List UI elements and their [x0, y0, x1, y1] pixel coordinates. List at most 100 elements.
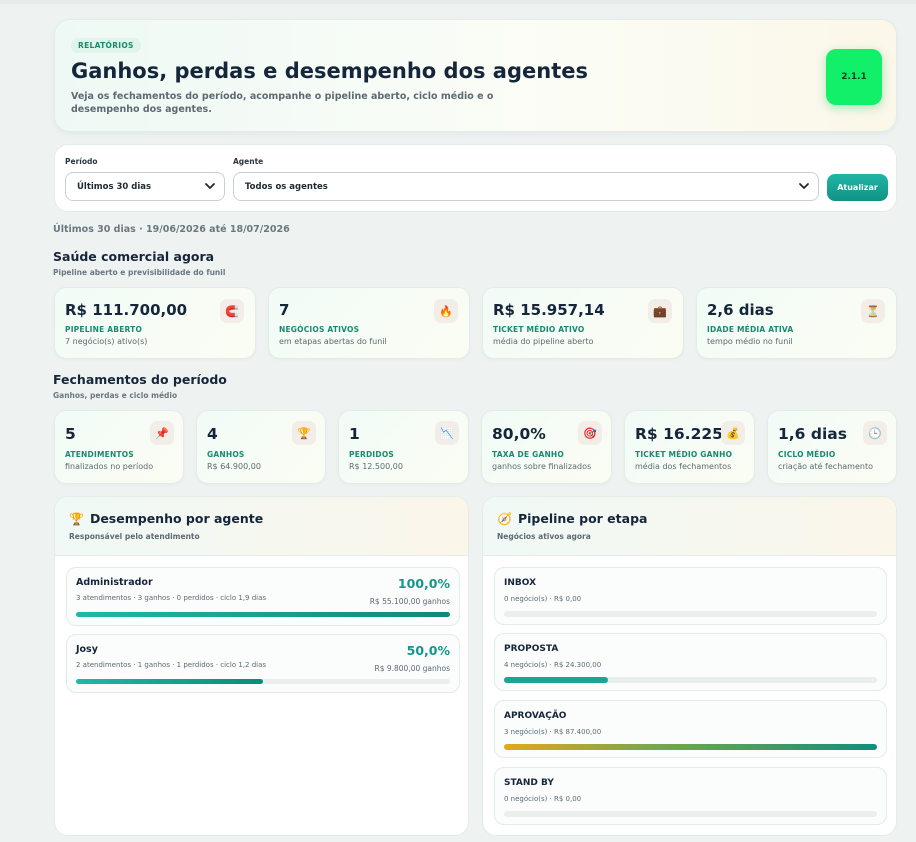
trophy-icon: 🏆: [292, 421, 316, 445]
clock-icon: 🕒: [863, 421, 887, 445]
target-icon: 🎯: [578, 421, 602, 445]
stage-name: INBOX: [504, 578, 537, 588]
agent-win-rate: 100,0%: [397, 576, 450, 591]
kpi-description: ganhos sobre finalizados: [492, 462, 592, 471]
kpi-value: 4: [207, 425, 218, 443]
kpi-card-atendimentos: 5 📌 ATENDIMENTOS finalizados no período: [54, 410, 184, 484]
fire-icon: 🔥: [434, 299, 458, 323]
compass-icon: 🧭: [497, 511, 512, 526]
kpi-card-ticket-medio-ativo: R$ 15.957,14 💼 TICKET MÉDIO ATIVO média …: [482, 287, 684, 359]
kpi-description: média dos fechamentos: [635, 462, 732, 471]
kpi-description: em etapas abertas do funil: [279, 337, 387, 346]
kpi-caption: GANHOS: [207, 450, 245, 459]
panel-title: 🧭 Pipeline por etapa: [497, 511, 648, 526]
kpi-description: tempo médio no funil: [707, 337, 793, 346]
kpi-value: R$ 111.700,00: [65, 301, 188, 319]
page-title: Ganhos, perdas e desempenho dos agentes: [71, 59, 588, 83]
progress-fill: [504, 677, 609, 683]
stage-row: PROPOSTA 4 negócio(s) · R$ 24.300,00: [494, 633, 887, 691]
kpi-caption: TICKET MÉDIO GANHO: [635, 450, 733, 459]
stage-row: INBOX 0 negócio(s) · R$ 0,00: [494, 567, 887, 625]
magnet-icon: 🧲: [220, 299, 244, 323]
closings-section-subtitle: Ganhos, perdas e ciclo médio: [53, 391, 178, 400]
top-border: [0, 0, 916, 4]
period-select[interactable]: Últimos 30 dias: [65, 172, 225, 201]
kpi-description: R$ 64.900,00: [207, 462, 261, 471]
panel-header: 🏆 Desempenho por agente Responsável pelo…: [55, 497, 468, 556]
progress-track: [504, 611, 877, 617]
kpi-value: 7: [279, 301, 290, 319]
kpi-value: 80,0%: [492, 425, 546, 443]
hourglass-icon: ⏳: [861, 299, 885, 323]
progress-fill: [76, 612, 450, 617]
kpi-description: R$ 12.500,00: [349, 462, 403, 471]
kpi-value: 2,6 dias: [707, 301, 774, 319]
progress-track: [504, 744, 877, 750]
agent-select-value: Todos os agentes: [245, 181, 328, 192]
panel-header: 🧭 Pipeline por etapa Negócios ativos ago…: [483, 497, 896, 556]
progress-track: [504, 811, 877, 817]
health-section-title: Saúde comercial agora: [53, 249, 215, 264]
kpi-caption: IDADE MÉDIA ATIVA: [707, 325, 794, 334]
agents-performance-panel: 🏆 Desempenho por agente Responsável pelo…: [54, 496, 469, 836]
agent-name: Administrador: [76, 577, 153, 588]
stage-name: STAND BY: [504, 778, 554, 788]
kpi-card-perdidos: 1 📉 PERDIDOS R$ 12.500,00: [338, 410, 469, 484]
progress-track: [76, 612, 450, 617]
closings-section-title: Fechamentos do período: [53, 372, 227, 387]
kpi-caption: TAXA DE GANHO: [492, 450, 564, 459]
money-bag-icon: 💰: [721, 421, 745, 445]
agent-won-amount: R$ 9.800,00 ganhos: [374, 664, 450, 673]
agent-label: Agente: [233, 157, 264, 166]
stage-row: STAND BY 0 negócio(s) · R$ 0,00: [494, 767, 887, 825]
kpi-card-ganhos: 4 🏆 GANHOS R$ 64.900,00: [196, 410, 326, 484]
kpi-card-ticket-medio-ganho: R$ 16.225, 💰 TICKET MÉDIO GANHO média do…: [624, 410, 755, 484]
kpi-caption: ATENDIMENTOS: [65, 450, 134, 459]
refresh-button[interactable]: Atualizar: [827, 174, 888, 201]
stage-meta: 0 negócio(s) · R$ 0,00: [504, 595, 582, 603]
agent-name: Josy: [76, 644, 98, 655]
version-badge: 2.1.1: [826, 49, 882, 105]
kpi-value: 5: [65, 425, 76, 443]
agent-select[interactable]: Todos os agentes: [233, 172, 819, 201]
period-label: Período: [65, 157, 98, 166]
agent-row: Josy 2 atendimentos · 1 ganhos · 1 perdi…: [66, 634, 460, 693]
report-header: RELATÓRIOS Ganhos, perdas e desempenho d…: [54, 19, 897, 132]
kpi-caption: PERDIDOS: [349, 450, 395, 459]
agent-won-amount: R$ 55.100,00 ganhos: [369, 597, 450, 606]
kpi-value: 1: [349, 425, 360, 443]
kpi-card-idade-media-ativa: 2,6 dias ⏳ IDADE MÉDIA ATIVA tempo médio…: [696, 287, 897, 359]
health-section-subtitle: Pipeline aberto e previsibilidade do fun…: [53, 268, 226, 277]
kpi-card-pipeline-aberto: R$ 111.700,00 🧲 PIPELINE ABERTO 7 negóci…: [54, 287, 256, 359]
kpi-value: 1,6 dias: [778, 425, 847, 443]
pushpin-icon: 📌: [150, 421, 174, 445]
agent-win-rate: 50,0%: [406, 643, 450, 658]
kpi-description: média do pipeline aberto: [493, 337, 594, 346]
agent-meta: 2 atendimentos · 1 ganhos · 1 perdidos ·…: [76, 661, 267, 669]
filter-bar: Período Últimos 30 dias Agente Todos os …: [54, 144, 897, 212]
progress-track: [504, 677, 877, 683]
stage-meta: 0 negócio(s) · R$ 0,00: [504, 795, 582, 803]
kpi-description: 7 negócio(s) ativo(s): [65, 337, 148, 346]
period-select-value: Últimos 30 dias: [77, 181, 152, 192]
kpi-caption: PIPELINE ABERTO: [65, 325, 143, 334]
briefcase-icon: 💼: [648, 299, 672, 323]
kpi-caption: CICLO MÉDIO: [778, 450, 836, 459]
stage-meta: 4 negócio(s) · R$ 24.300,00: [504, 661, 602, 669]
stage-meta: 3 negócio(s) · R$ 87.400,00: [504, 728, 602, 736]
kpi-value: R$ 15.957,14: [493, 301, 605, 319]
panel-subtitle: Responsável pelo atendimento: [69, 532, 200, 541]
kpi-caption: TICKET MÉDIO ATIVO: [493, 325, 585, 334]
chart-down-icon: 📉: [435, 421, 459, 445]
pipeline-stage-panel: 🧭 Pipeline por etapa Negócios ativos ago…: [482, 496, 897, 836]
kpi-caption: NEGÓCIOS ATIVOS: [279, 325, 360, 334]
chevron-down-icon: [205, 183, 215, 189]
trophy-icon: 🏆: [69, 511, 84, 526]
progress-fill: [76, 679, 263, 684]
panel-subtitle: Negócios ativos agora: [497, 532, 591, 541]
progress-fill: [504, 744, 877, 750]
kpi-card-negocios-ativos: 7 🔥 NEGÓCIOS ATIVOS em etapas abertas do…: [268, 287, 470, 359]
kpi-description: criação até fechamento: [778, 462, 873, 471]
date-range-text: Últimos 30 dias · 19/06/2026 até 18/07/2…: [53, 224, 290, 235]
kpi-value: R$ 16.225,: [635, 425, 729, 443]
